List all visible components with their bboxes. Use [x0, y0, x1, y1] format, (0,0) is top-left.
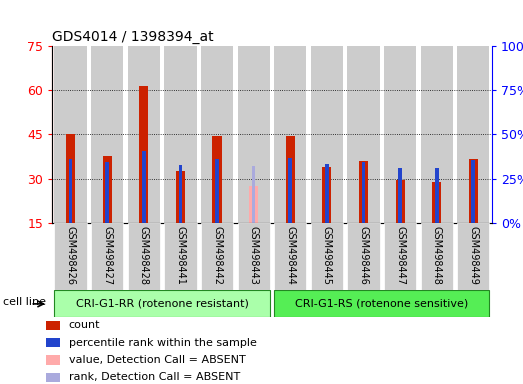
Text: CRI-G1-RS (rotenone sensitive): CRI-G1-RS (rotenone sensitive): [295, 298, 469, 308]
Text: GSM498448: GSM498448: [431, 226, 442, 285]
Bar: [274, 223, 306, 290]
Text: GSM498427: GSM498427: [102, 226, 112, 285]
Bar: [361, 162, 365, 223]
Bar: [469, 159, 478, 223]
Bar: [142, 151, 145, 223]
Bar: [178, 165, 182, 223]
Bar: [384, 46, 416, 223]
Text: GSM498428: GSM498428: [139, 226, 149, 285]
Bar: [176, 171, 185, 223]
Bar: [398, 168, 402, 223]
Bar: [457, 46, 490, 223]
Bar: [471, 160, 475, 223]
Bar: [384, 223, 416, 290]
Bar: [457, 223, 490, 290]
Bar: [435, 168, 438, 223]
Bar: [201, 46, 233, 223]
Bar: [286, 136, 295, 223]
Bar: [322, 167, 332, 223]
Text: GSM498449: GSM498449: [468, 226, 479, 285]
Bar: [164, 223, 197, 290]
Text: CRI-G1-RR (rotenone resistant): CRI-G1-RR (rotenone resistant): [76, 298, 248, 308]
Text: GSM498446: GSM498446: [358, 226, 369, 285]
Text: value, Detection Call = ABSENT: value, Detection Call = ABSENT: [69, 355, 246, 365]
Bar: [215, 159, 219, 223]
Text: GDS4014 / 1398394_at: GDS4014 / 1398394_at: [52, 30, 214, 44]
Bar: [420, 223, 453, 290]
Bar: [347, 223, 380, 290]
Text: GSM498444: GSM498444: [285, 226, 295, 285]
Bar: [66, 134, 75, 223]
Bar: [432, 182, 441, 223]
Bar: [47, 372, 60, 382]
Bar: [139, 86, 149, 223]
Bar: [311, 223, 343, 290]
Bar: [47, 338, 60, 348]
Text: GSM498447: GSM498447: [395, 226, 405, 285]
Bar: [201, 223, 233, 290]
Bar: [274, 46, 306, 223]
Bar: [128, 223, 160, 290]
Bar: [47, 321, 60, 330]
Bar: [237, 46, 270, 223]
Bar: [47, 355, 60, 365]
Bar: [420, 46, 453, 223]
Bar: [105, 162, 109, 223]
Bar: [128, 46, 160, 223]
Bar: [91, 223, 123, 290]
Bar: [212, 136, 222, 223]
Bar: [347, 46, 380, 223]
Bar: [249, 186, 258, 223]
Bar: [69, 159, 72, 223]
Bar: [288, 158, 292, 223]
Bar: [164, 46, 197, 223]
Bar: [103, 157, 112, 223]
Bar: [54, 46, 87, 223]
Text: GSM498426: GSM498426: [65, 226, 76, 285]
Text: count: count: [69, 320, 100, 331]
Bar: [91, 46, 123, 223]
Bar: [274, 290, 490, 317]
Bar: [54, 290, 270, 317]
Bar: [252, 166, 255, 223]
Text: GSM498443: GSM498443: [248, 226, 259, 285]
Bar: [311, 46, 343, 223]
Bar: [359, 161, 368, 223]
Text: GSM498441: GSM498441: [175, 226, 186, 285]
Text: GSM498445: GSM498445: [322, 226, 332, 285]
Bar: [395, 180, 405, 223]
Text: cell line: cell line: [3, 297, 46, 307]
Text: GSM498442: GSM498442: [212, 226, 222, 285]
Text: percentile rank within the sample: percentile rank within the sample: [69, 338, 257, 348]
Text: rank, Detection Call = ABSENT: rank, Detection Call = ABSENT: [69, 372, 240, 382]
Bar: [325, 164, 328, 223]
Bar: [237, 223, 270, 290]
Bar: [54, 223, 87, 290]
